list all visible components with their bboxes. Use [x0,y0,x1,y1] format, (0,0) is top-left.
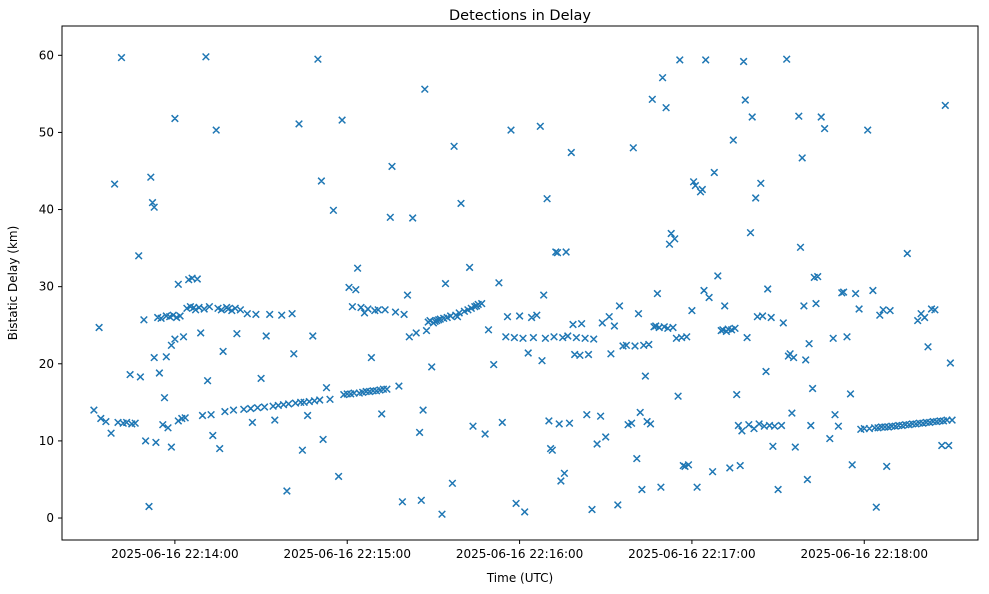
y-tick-label: 40 [39,203,54,217]
y-tick-label: 20 [39,357,54,371]
scatter-x-markers [90,52,956,519]
y-axis-label: Bistatic Delay (km) [6,226,20,341]
x-tick-label: 2025-06-16 22:16:00 [456,547,583,561]
y-tick-label: 30 [39,280,54,294]
x-tick-label: 2025-06-16 22:18:00 [801,547,928,561]
x-axis-label: Time (UTC) [486,571,553,585]
y-tick-label: 60 [39,48,54,62]
chart-title: Detections in Delay [449,8,591,24]
y-tick-label: 50 [39,125,54,139]
y-tick-label: 10 [39,434,54,448]
axes-frame-group: 0 10 20 30 40 50 60 2025-06-16 22:14:00 2025-06-… [39,25,979,561]
scatter-points-group [90,52,956,519]
x-tick-label: 2025-06-16 22:15:00 [284,547,411,561]
y-tick-label: 0 [46,511,54,525]
x-tick-label: 2025-06-16 22:17:00 [628,547,755,561]
x-tick-label: 2025-06-16 22:14:00 [111,547,238,561]
